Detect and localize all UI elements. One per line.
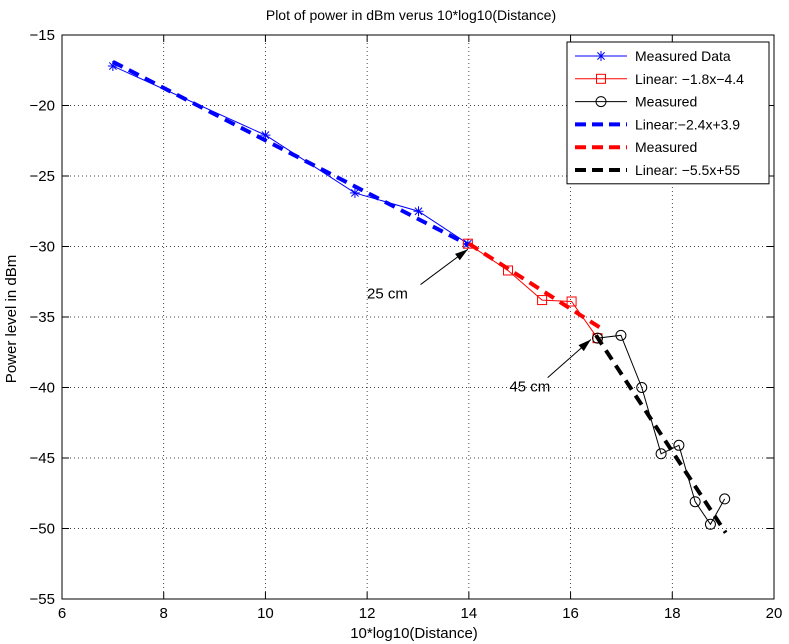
- y-axis: −15 −20 −25 −30 −35 −40 −45 −50 −55: [30, 27, 774, 608]
- series-2: [592, 329, 731, 530]
- x-tick-label: 16: [562, 605, 579, 622]
- annotation-arrow-head: [455, 249, 468, 261]
- grid: [62, 35, 774, 599]
- y-tick-label: −45: [30, 450, 55, 467]
- y-tick-label: −30: [30, 239, 55, 256]
- series-3: [111, 60, 470, 247]
- series-line: [597, 334, 726, 526]
- y-tick-label: −25: [30, 168, 55, 185]
- data-point: [673, 439, 685, 451]
- series-5: [594, 334, 728, 534]
- legend-entry-0: Measured Data: [575, 48, 731, 64]
- legend-entry-3: Linear:−2.4x+3.9: [575, 116, 740, 132]
- legend-label: Measured Data: [635, 48, 731, 64]
- data-point: [636, 382, 648, 393]
- annotation-label: 25 cm: [367, 286, 408, 303]
- data-point: [566, 296, 577, 307]
- legend-label: Linear: −5.5x+55: [635, 162, 740, 178]
- x-tick-label: 14: [461, 605, 478, 622]
- legend-entry-4: Measured: [575, 139, 697, 155]
- data-point: [503, 265, 514, 276]
- legend-entry-1: Linear: −1.8x−4.4: [575, 71, 744, 87]
- legend-label: Linear: −1.8x−4.4: [635, 71, 744, 87]
- data-point: [704, 518, 716, 530]
- legend-label: Measured: [635, 139, 697, 155]
- legend-box: [566, 41, 770, 185]
- legend-label: Measured: [635, 94, 697, 110]
- legend-entry-5: Linear: −5.5x+55: [575, 162, 740, 178]
- data-point: [615, 329, 627, 341]
- series-4: [467, 241, 603, 330]
- y-tick-label: −55: [30, 591, 55, 608]
- chart-title: Plot of power in dBm verus 10*log10(Dist…: [266, 7, 556, 23]
- series-line: [467, 241, 603, 330]
- legend-marker: [596, 51, 606, 61]
- y-tick-label: −50: [30, 521, 55, 538]
- series-line: [111, 60, 470, 247]
- x-tick-label: 10: [257, 605, 274, 622]
- data-point: [655, 448, 667, 460]
- data-point: [413, 206, 424, 217]
- series-line: [594, 334, 728, 534]
- legend-marker: [596, 73, 606, 84]
- data-point: [592, 332, 604, 344]
- legend-marker: [595, 96, 607, 108]
- x-axis-label: 10*log10(Distance): [350, 625, 478, 642]
- data-point: [349, 187, 360, 198]
- x-tick-label: 6: [58, 605, 66, 622]
- x-tick-label: 8: [160, 605, 168, 622]
- data-point: [689, 496, 701, 508]
- x-tick-label: 18: [664, 605, 681, 622]
- data-point: [719, 493, 731, 505]
- series-layer: [107, 60, 731, 534]
- legend: Measured Data Linear: −1.8x−4.4 Measured Li…: [566, 41, 770, 185]
- y-tick-label: −15: [30, 27, 55, 44]
- y-tick-label: −20: [30, 98, 55, 115]
- y-tick-label: −40: [30, 380, 55, 397]
- data-point: [537, 295, 548, 306]
- x-tick-label: 20: [766, 605, 783, 622]
- y-tick-label: −35: [30, 309, 55, 326]
- annotation: 45 cm: [509, 339, 592, 396]
- annotation-layer: 25 cm 45 cm: [367, 248, 592, 396]
- y-axis-label: Power level in dBm: [3, 255, 20, 383]
- x-axis: 6 8 10 12 14 16 18 20: [58, 35, 783, 622]
- annotation-arrow-head: [578, 339, 591, 352]
- legend-entry-2: Measured: [575, 94, 697, 110]
- annotation-label: 45 cm: [509, 379, 550, 396]
- legend-label: Linear:−2.4x+3.9: [635, 116, 740, 132]
- x-tick-label: 12: [359, 605, 376, 622]
- annotation: 25 cm: [367, 248, 469, 303]
- series-line: [467, 243, 598, 339]
